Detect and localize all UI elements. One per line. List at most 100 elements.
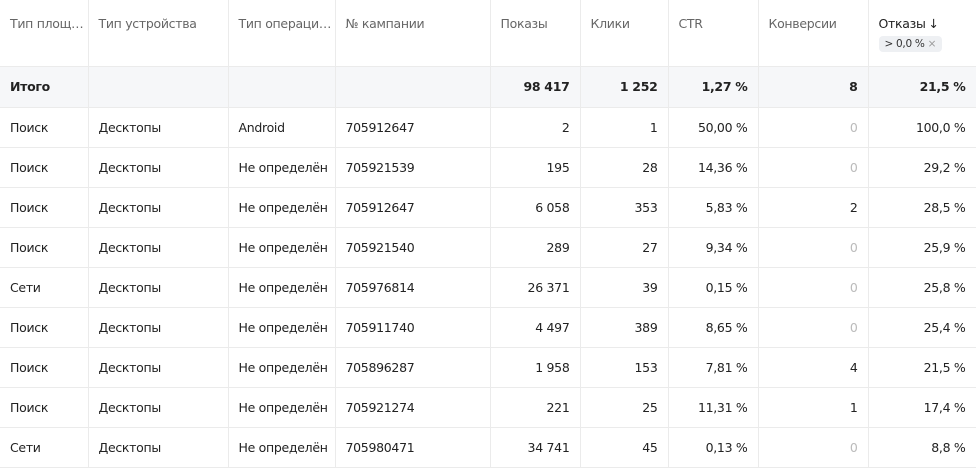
cell: Поиск: [0, 347, 89, 388]
cell: Не определён: [228, 387, 336, 428]
cell: 25,4 %: [868, 307, 976, 348]
cell: Не определён: [228, 347, 336, 388]
column-title: Клики: [590, 16, 630, 31]
cell: 26 371: [490, 267, 581, 308]
data-row: Сети Десктопы Не определён 705976814 26 371 3…: [0, 267, 976, 308]
cell: 389: [580, 307, 669, 348]
cell: 705921274: [335, 387, 491, 428]
column-title: Тип площ…: [10, 16, 84, 31]
cell: Десктопы: [88, 227, 229, 268]
cell: 25,9 %: [868, 227, 976, 268]
cell: 7,81 %: [668, 347, 759, 388]
cell: Поиск: [0, 387, 89, 428]
cell: 1: [580, 107, 669, 148]
cell: Десктопы: [88, 187, 229, 228]
cell: 0,15 %: [668, 267, 759, 308]
cell: 34 741: [490, 427, 581, 468]
data-row: Поиск Десктопы Не определён 705912647 6 058 3…: [0, 187, 976, 228]
cell: 705912647: [335, 187, 491, 228]
cell: 705921539: [335, 147, 491, 188]
total-cell: [335, 66, 491, 108]
cell: Поиск: [0, 227, 89, 268]
table-body: Итого 98 417 1 252 1,27 % 8 21,5 % Поиск Дескто…: [0, 66, 976, 468]
cell: 705911740: [335, 307, 491, 348]
cell: 705976814: [335, 267, 491, 308]
column-header[interactable]: Тип площ…: [0, 0, 89, 67]
cell: Поиск: [0, 187, 89, 228]
cell: 221: [490, 387, 581, 428]
cell: Не определён: [228, 427, 336, 468]
cell: Поиск: [0, 307, 89, 348]
filter-remove[interactable]: ×: [927, 38, 937, 50]
cell: 100,0 %: [868, 107, 976, 148]
cell: 17,4 %: [868, 387, 976, 428]
data-row: Сети Десктопы Не определён 705980471 34 741 4…: [0, 427, 976, 468]
cell: Десктопы: [88, 107, 229, 148]
cell: Сети: [0, 267, 89, 308]
cell: Десктопы: [88, 307, 229, 348]
total-cell: [88, 66, 229, 108]
cell: Десктопы: [88, 347, 229, 388]
filter-chip[interactable]: > 0,0 % ×: [878, 36, 943, 52]
cell: 353: [580, 187, 669, 228]
column-header[interactable]: Тип устройства: [88, 0, 229, 67]
cell: 195: [490, 147, 581, 188]
data-row: Поиск Десктопы Не определён 705911740 4 497 3…: [0, 307, 976, 348]
cell: 705912647: [335, 107, 491, 148]
cell: 0: [758, 107, 869, 148]
cell: 2: [490, 107, 581, 148]
sort-indicator: ↓: [928, 16, 939, 31]
cell: Десктопы: [88, 387, 229, 428]
cell: 9,34 %: [668, 227, 759, 268]
cell: 705896287: [335, 347, 491, 388]
cell: 0,13 %: [668, 427, 759, 468]
column-title: Отказы: [878, 16, 926, 31]
cell: 4: [758, 347, 869, 388]
data-row: Поиск Десктопы Не определён 705921539 195 28 1…: [0, 147, 976, 188]
cell: 21,5 %: [868, 347, 976, 388]
total-cell: 21,5 %: [868, 66, 976, 108]
cell: 1: [758, 387, 869, 428]
cell: 25: [580, 387, 669, 428]
cell: 25,8 %: [868, 267, 976, 308]
cell: Десктопы: [88, 267, 229, 308]
column-title: Тип операци…: [238, 16, 332, 31]
column-header[interactable]: Клики: [580, 0, 669, 67]
data-row: Поиск Десктопы Не определён 705896287 1 958 1…: [0, 347, 976, 388]
cell: Android: [228, 107, 336, 148]
cell: 39: [580, 267, 669, 308]
cell: Не определён: [228, 267, 336, 308]
cell: Не определён: [228, 307, 336, 348]
cell: Десктопы: [88, 427, 229, 468]
total-cell: Итого: [0, 66, 89, 108]
cell: Поиск: [0, 107, 89, 148]
column-header[interactable]: CTR: [668, 0, 759, 67]
cell: Не определён: [228, 187, 336, 228]
column-header[interactable]: Показы: [490, 0, 581, 67]
cell: 28: [580, 147, 669, 188]
filter-text: > 0,0 %: [884, 38, 925, 50]
column-title: Тип устройства: [98, 16, 197, 31]
cell: 153: [580, 347, 669, 388]
cell: 0: [758, 147, 869, 188]
column-header[interactable]: № кампании: [335, 0, 491, 67]
column-header[interactable]: Тип операци…: [228, 0, 336, 67]
total-cell: 8: [758, 66, 869, 108]
data-row: Поиск Десктопы Android 705912647 2 1 50,00 % 0 1…: [0, 107, 976, 148]
cell: 4 497: [490, 307, 581, 348]
data-row: Поиск Десктопы Не определён 705921540 289 27 9…: [0, 227, 976, 268]
cell: 11,31 %: [668, 387, 759, 428]
cell: Поиск: [0, 147, 89, 188]
cell: Сети: [0, 427, 89, 468]
cell: 289: [490, 227, 581, 268]
cell: 28,5 %: [868, 187, 976, 228]
column-header[interactable]: Отказы ↓ > 0,0 % ×: [868, 0, 976, 67]
cell: 705921540: [335, 227, 491, 268]
cell: 2: [758, 187, 869, 228]
cell: 50,00 %: [668, 107, 759, 148]
total-cell: 98 417: [490, 66, 581, 108]
cell: 5,83 %: [668, 187, 759, 228]
data-row: Поиск Десктопы Не определён 705921274 221 25 1…: [0, 387, 976, 428]
column-header[interactable]: Конверсии: [758, 0, 869, 67]
